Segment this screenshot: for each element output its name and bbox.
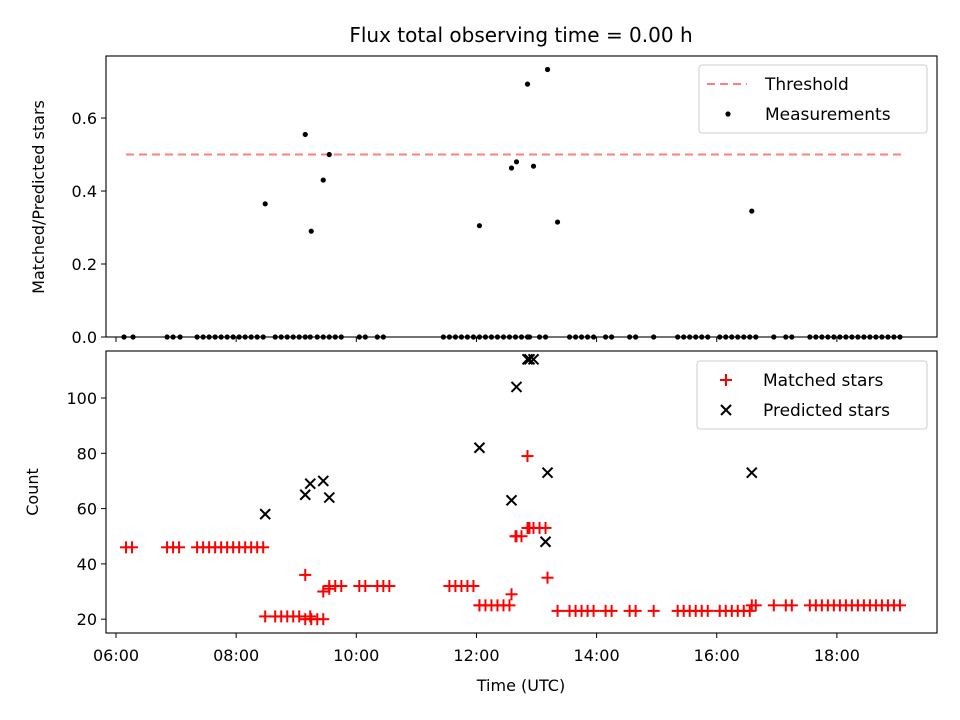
measurement-point [476,223,483,229]
top-chart-frame [105,55,938,338]
x-tick-label: 12:00 [453,646,499,665]
bottom-chart-xticks: 06:00 08:00 10:00 12:00 14:00 16:00 18:00 [93,633,860,665]
matched-star-point [383,580,396,592]
bottom-chart-ylabel: Count [23,468,42,516]
matched-star-point [257,541,270,554]
matched-star-point [505,588,518,601]
bottom-chart-frame [105,350,938,634]
matched-star-point [259,610,272,623]
x-tick-label: 14:00 [574,646,620,665]
matched-star-point [299,568,312,581]
y-tick-label: 60 [77,500,97,519]
measurement-point [320,177,326,183]
y-tick-label: 0.6 [72,109,97,128]
top-chart-legend: Threshold Measurements [698,64,928,134]
matched-star-point [701,604,714,617]
predicted-star-point [510,381,523,393]
measurement-point [524,81,531,87]
legend-matched-label: Matched stars [763,371,883,391]
matched-star-point [743,604,756,617]
matched-star-point [467,580,480,592]
y-tick-label: 100 [66,389,97,408]
legend-measurements-swatch [725,111,731,117]
matched-star-point [785,599,798,612]
top-chart-panel: 0.0 0.2 0.4 0.6 Matched/Predicted stars Thr… [29,55,938,347]
x-tick-label: 10:00 [333,646,379,665]
matched-star-point [359,580,372,592]
matched-star-point [749,599,762,612]
predicted-star-point [527,353,540,366]
top-chart-title: Flux total observing time = 0.00 h [349,23,692,47]
top-chart-ylabel: Matched/Predicted stars [29,100,48,294]
legend-predicted-label: Predicted stars [763,401,890,421]
measurement-point [544,66,551,73]
matched-star-point [767,599,780,612]
legend-measurements-label: Measurements [765,105,891,125]
matched-star-point [317,613,330,626]
matched-star-point [304,610,317,623]
matched-star-point [605,604,618,617]
matched-star-point [629,604,642,617]
matched-star-point [173,541,186,554]
y-tick-label: 20 [77,610,97,629]
predicted-star-point [473,442,486,454]
measurement-point [749,208,755,214]
bottom-chart-yticks: 20 40 60 80 100 [66,389,106,629]
predicted-star-point [541,466,554,479]
matched-star-point [335,580,348,592]
predicted-star-point [505,494,518,507]
bottom-chart-marks [120,353,906,626]
measurement-point [508,165,515,171]
predicted-star-point [323,491,335,504]
matched-star-point [551,604,564,617]
y-tick-label: 0.4 [72,182,97,201]
x-tick-label: 18:00 [814,646,860,665]
matched-star-point [521,450,534,463]
measurement-point [262,201,268,207]
matched-star-point [893,599,906,612]
top-chart-yticks: 0.0 0.2 0.4 0.6 [72,109,106,347]
legend-threshold-label: Threshold [764,75,849,95]
matched-star-point [515,530,528,543]
matched-star-point [126,541,139,554]
predicted-star-point [539,536,552,548]
matched-star-point [541,571,554,584]
top-legend-box [698,64,928,134]
measurement-point [308,228,314,234]
bottom-chart-xlabel: Time (UTC) [476,676,565,695]
x-tick-label: 16:00 [694,646,740,665]
matched-star-point [647,604,660,617]
predicted-star-point [523,353,536,366]
matched-star-point [539,521,552,534]
matched-star-point [293,610,306,623]
legend-predicted-swatch [720,404,732,416]
measurement-point [326,151,332,158]
predicted-star-point [299,489,311,501]
matched-star-point [317,585,330,598]
predicted-star-point [746,466,758,479]
bottom-chart-legend: Matched stars Predicted stars [696,360,928,430]
x-tick-label: 08:00 [213,646,259,665]
matched-star-point [587,604,600,617]
y-tick-label: 0.0 [72,328,97,347]
predicted-star-point [317,475,329,487]
x-tick-label: 06:00 [93,646,139,665]
y-tick-label: 40 [77,555,97,574]
y-tick-label: 80 [77,444,97,463]
bottom-chart-panel: 20 40 60 80 100 06:00 08:00 10:00 12:00 14:00 16:… [23,350,938,695]
legend-matched-swatch [720,374,732,386]
measurement-point [302,131,308,138]
measurement-point [530,163,537,169]
matched-star-point [503,599,516,612]
bottom-legend-box [696,360,928,430]
measurement-point [513,159,520,165]
top-chart-xticks [115,337,838,342]
predicted-star-point [304,477,316,490]
y-tick-label: 0.2 [72,255,97,274]
predicted-star-point [259,508,271,520]
measurement-point [554,219,561,225]
